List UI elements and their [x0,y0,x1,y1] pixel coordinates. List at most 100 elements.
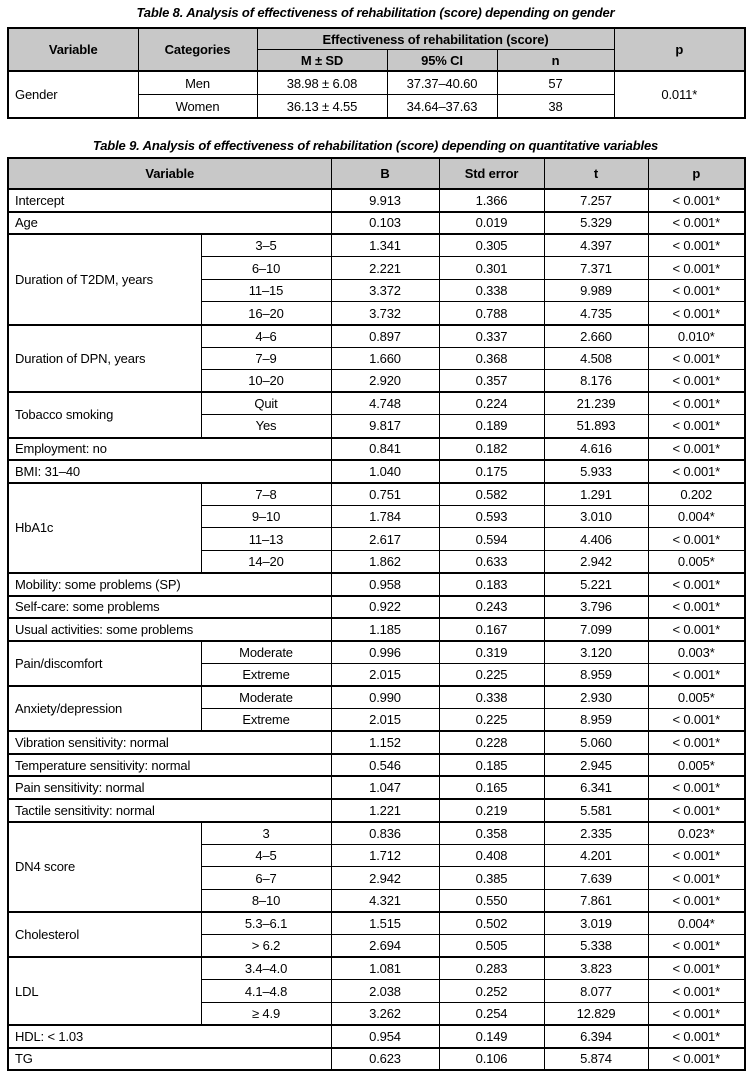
value-cell: 4.616 [543,436,649,461]
value-cell: < 0.001* [647,369,746,393]
variable-cell: Employment: no [7,436,332,461]
variable-cell: Tactile sensitivity: normal [7,798,332,823]
value-cell: 1.862 [330,550,440,574]
variable-cell: Usual activities: some problems [7,617,332,642]
value-cell: < 0.001* [647,956,746,981]
value-cell: 1.040 [330,459,440,484]
value-cell: 2.930 [543,685,649,710]
value-cell: 0.922 [330,594,440,619]
variable-cell: Gender [7,70,139,119]
value-cell: 8.077 [543,979,649,1003]
value-cell: 5.874 [543,1046,649,1071]
table8-title: Table 8. Analysis of effectiveness of re… [136,5,615,20]
value-cell: 0.182 [438,436,545,461]
value-cell: 0.004* [647,911,746,936]
variable-cell: Duration of T2DM, years [7,233,202,326]
value-cell: Extreme [200,708,332,732]
table8-header-row-1: Variable Categories Effectiveness of reh… [7,27,746,72]
value-cell: 7.371 [543,256,649,280]
table-row: Mobility: some problems (SP) 0.958 0.183 5.… [7,572,746,597]
table-row: BMI: 31–40 1.040 0.175 5.933 < 0.001* [7,459,746,484]
value-cell: < 0.001* [647,233,746,258]
value-cell: 5.329 [543,210,649,235]
value-cell: 3.796 [543,594,649,619]
value-cell: 0.023* [647,820,746,845]
value-cell: 0.301 [438,256,545,280]
value-cell: 7–8 [200,481,332,506]
table8-header-variable: Variable [7,27,139,72]
table-row: 6–7 2.942 0.385 7.639 < 0.001* [8,866,746,890]
value-cell: 0.165 [438,775,545,800]
value-cell: 0.385 [438,866,545,890]
value-cell: < 0.001* [647,934,746,958]
value-cell: 0.319 [438,639,545,664]
value-cell: 0.005* [647,752,746,777]
table8-header-effectiveness: Effectiveness of rehabilitation (score) [256,27,615,50]
value-cell: 2.221 [330,256,440,280]
value-cell: 0.254 [438,1001,545,1026]
value-cell: 0.225 [438,662,545,687]
variable-cell: Vibration sensitivity: normal [7,730,332,755]
table-row: Usual activities: some problems 1.185 0.16… [7,617,746,642]
variable-cell: TG [7,1046,332,1071]
value-cell: < 0.001* [647,346,746,371]
value-cell: < 0.001* [647,572,746,597]
value-cell: 2.694 [330,934,440,958]
variable-cell: LDL [7,956,202,1026]
value-cell: 8.959 [543,708,649,732]
value-cell: 5.581 [543,798,649,823]
value-cell: 1.660 [330,346,440,371]
value-cell: 4–6 [200,323,332,348]
table8-header-row-2: M ± SD 95% CI n [8,49,745,72]
value-cell: 1.152 [330,730,440,755]
value-cell: 7.639 [543,866,649,890]
value-cell: 0.338 [438,278,545,303]
table-row: 7–9 1.660 0.368 4.508 < 0.001* [8,346,746,371]
value-cell: 0.550 [438,888,545,913]
value-cell: Yes [200,414,332,439]
value-cell: 1.784 [330,504,440,529]
value-cell: 11–15 [200,278,332,303]
value-cell: 5.221 [543,572,649,597]
value-cell: 0.337 [438,323,545,348]
table9: Variable B Std error t p Intercept 9.913 1… [7,157,747,1072]
value-cell: 4.748 [330,391,440,416]
table8-header: Variable Categories Effectiveness of reh… [7,27,746,72]
table-row: DN4 score 3 0.836 0.358 2.335 0.023* [7,820,746,913]
table9-body: Intercept 9.913 1.366 7.257 < 0.001* Age 0.103… [7,188,746,1071]
variable-cell: Pain/discomfort [7,639,202,687]
value-cell: 8.176 [543,369,649,393]
value-cell: 6.394 [543,1023,649,1049]
table-row: HDL: < 1.03 0.954 0.149 6.394 < 0.001* [7,1023,746,1049]
variable-cell: Anxiety/depression [7,685,202,732]
value-cell: 0.958 [330,572,440,597]
value-cell: 0.623 [330,1046,440,1071]
value-cell: 7–9 [200,346,332,371]
value-cell: < 0.001* [647,459,746,484]
value-cell: 0.005* [647,550,746,574]
value-cell: Extreme [200,662,332,687]
table8-header-n: n [496,49,615,72]
value-cell: 0.751 [330,481,440,506]
table-row: Vibration sensitivity: normal 1.152 0.228 5… [7,730,746,755]
value-cell: 3.262 [330,1001,440,1026]
variable-cell: Tobacco smoking [7,391,202,439]
value-cell: 0.011* [613,70,746,119]
value-cell: 9–10 [200,504,332,529]
variable-cell: Duration of DPN, years [7,323,202,393]
value-cell: 21.239 [543,391,649,416]
variable-cell: Cholesterol [7,910,202,958]
value-cell: 0.996 [330,639,440,664]
value-cell: ≥ 4.9 [200,1001,332,1026]
variable-cell: Mobility: some problems (SP) [7,572,332,597]
value-cell: < 0.001* [647,210,746,235]
value-cell: Quit [200,391,332,416]
value-cell: 0.149 [438,1023,545,1049]
value-cell: Women [137,94,258,119]
value-cell: 6–7 [200,866,332,890]
table8-header-m-sd: M ± SD [256,49,388,72]
value-cell: < 0.001* [647,301,746,326]
value-cell: 0.357 [438,369,545,393]
value-cell: 4.735 [543,301,649,326]
